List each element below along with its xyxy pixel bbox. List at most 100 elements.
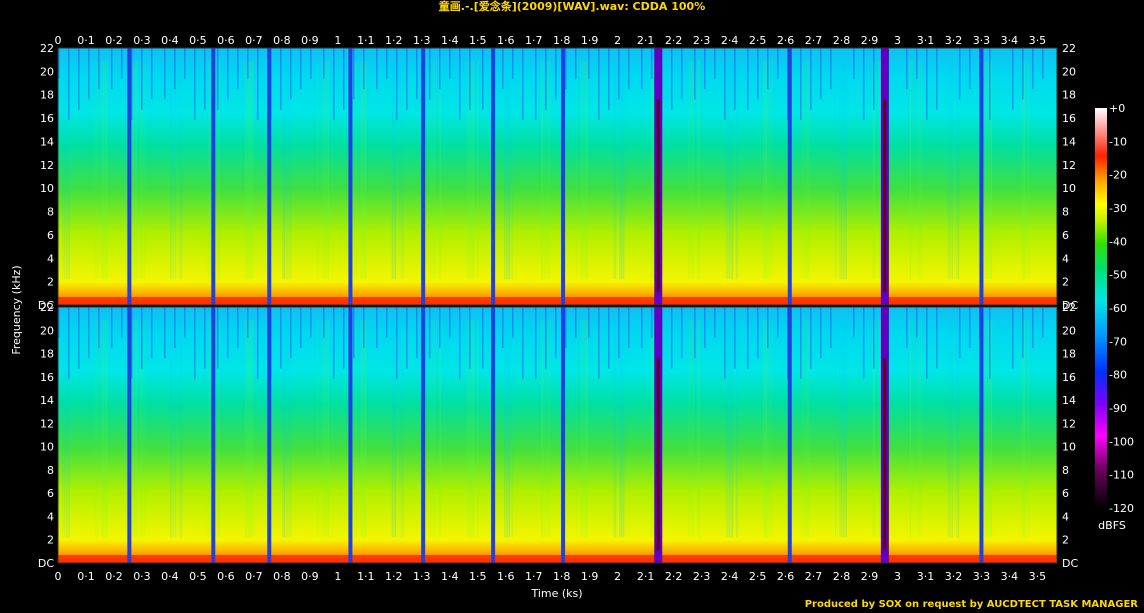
x-tick-label-bottom: 3·2 <box>945 570 963 583</box>
y-tick-label-left: DC <box>38 299 54 312</box>
x-tick-label-top: 3·4 <box>1001 34 1019 47</box>
x-tick-label-top: 0·4 <box>161 34 179 47</box>
y-tick-label-left: 6 <box>47 229 54 242</box>
x-tick-label-top: 1·3 <box>413 34 431 47</box>
x-tick-label-top: 1·6 <box>497 34 515 47</box>
y-tick-label-left: 20 <box>40 65 54 78</box>
x-tick-label-bottom: 1 <box>334 570 341 583</box>
x-tick-label-bottom: 1·3 <box>413 570 431 583</box>
x-tick-label-top: 0·3 <box>133 34 151 47</box>
y-tick-label-right: 22 <box>1062 301 1076 314</box>
x-tick-label-top: 1·7 <box>525 34 543 47</box>
y-tick-label-right: 18 <box>1062 89 1076 102</box>
x-tick-label-top: 0 <box>55 34 62 47</box>
colorbar-tick-label: -50 <box>1109 269 1127 282</box>
x-tick-label-bottom: 0·1 <box>77 570 95 583</box>
y-tick-label-left: 4 <box>47 510 54 523</box>
x-axis-label: Time (ks) <box>530 587 582 600</box>
x-tick-label-top: 1·4 <box>441 34 459 47</box>
colorbar-tick-label: -10 <box>1109 135 1127 148</box>
x-tick-label-bottom: 1·7 <box>525 570 543 583</box>
y-tick-label-right: 12 <box>1062 417 1076 430</box>
x-tick-label-top: 1·8 <box>553 34 571 47</box>
x-tick-label-bottom: 0·6 <box>217 570 235 583</box>
x-tick-label-bottom: 3·3 <box>973 570 991 583</box>
track-boundary <box>348 307 353 563</box>
x-tick-label-bottom: 1·4 <box>441 570 459 583</box>
x-tick-label-bottom: 1·9 <box>581 570 599 583</box>
x-tick-label-bottom: 0·7 <box>245 570 263 583</box>
x-tick-label-bottom: 1·6 <box>497 570 515 583</box>
track-boundary <box>267 48 272 305</box>
x-tick-label-top: 3 <box>894 34 901 47</box>
y-tick-label-left: 22 <box>40 301 54 314</box>
x-tick-label-top: 0·7 <box>245 34 263 47</box>
x-tick-label-bottom: 3·5 <box>1029 570 1047 583</box>
y-tick-label-left: 2 <box>47 534 54 547</box>
x-tick-label-bottom: 2 <box>614 570 621 583</box>
x-tick-label-bottom: 3·4 <box>1001 570 1019 583</box>
x-tick-label-top: 3·5 <box>1029 34 1047 47</box>
y-tick-label-right: 6 <box>1062 229 1069 242</box>
x-tick-label-bottom: 1·5 <box>469 570 487 583</box>
x-tick-label-top: 1·1 <box>357 34 375 47</box>
colorbar-tick-label: -20 <box>1109 169 1127 182</box>
track-boundary <box>787 307 792 563</box>
x-tick-label-top: 2·1 <box>637 34 655 47</box>
y-tick-label-left: 18 <box>40 89 54 102</box>
track-boundary <box>421 307 426 563</box>
x-tick-label-top: 1 <box>334 34 341 47</box>
y-tick-label-right: DC <box>1062 557 1078 570</box>
x-tick-label-bottom: 1·8 <box>553 570 571 583</box>
y-tick-label-left: 22 <box>40 42 54 55</box>
x-tick-label-bottom: 1·2 <box>385 570 403 583</box>
y-tick-label-right: 16 <box>1062 112 1076 125</box>
y-tick-label-right: 4 <box>1062 252 1069 265</box>
channel-2-panel <box>57 306 1058 564</box>
y-tick-label-left: 6 <box>47 487 54 500</box>
x-tick-label-bottom: 3 <box>894 570 901 583</box>
x-tick-label-top: 1·5 <box>469 34 487 47</box>
track-boundary <box>127 48 132 305</box>
track-boundary <box>421 48 426 305</box>
track-boundary <box>979 48 984 305</box>
x-tick-label-top: 1·2 <box>385 34 403 47</box>
colorbar-tick-label: -80 <box>1109 369 1127 382</box>
x-tick-label-bottom: 0·5 <box>189 570 207 583</box>
track-boundary <box>267 307 272 563</box>
low-frequency-band <box>58 555 1057 563</box>
y-tick-label-left: 12 <box>40 417 54 430</box>
track-boundary <box>491 48 496 305</box>
y-tick-label-right: 10 <box>1062 182 1076 195</box>
track-boundary <box>491 307 496 563</box>
x-tick-label-top: 2 <box>614 34 621 47</box>
y-tick-label-right: 20 <box>1062 324 1076 337</box>
x-tick-label-top: 3·3 <box>973 34 991 47</box>
y-tick-label-left: 8 <box>47 206 54 219</box>
track-boundary <box>127 307 132 563</box>
y-tick-label-right: 14 <box>1062 135 1076 148</box>
y-tick-label-right: 16 <box>1062 371 1076 384</box>
x-tick-label-top: 2·3 <box>693 34 711 47</box>
y-tick-label-right: 2 <box>1062 534 1069 547</box>
y-tick-label-left: 14 <box>40 135 54 148</box>
y-tick-label-left: 20 <box>40 324 54 337</box>
x-tick-label-bottom: 0·8 <box>273 570 291 583</box>
colorbar-tick-label: -60 <box>1109 302 1127 315</box>
colorbar-tick-label: +0 <box>1109 102 1125 115</box>
x-tick-label-top: 2·7 <box>805 34 823 47</box>
footer-credit: Produced by SOX on request by AUCDTECT T… <box>804 599 1138 610</box>
x-tick-label-bottom: 2·7 <box>805 570 823 583</box>
y-tick-label-right: 20 <box>1062 65 1076 78</box>
y-tick-label-right: DC <box>1062 299 1078 312</box>
y-tick-label-left: 10 <box>40 182 54 195</box>
x-tick-label-bottom: 2·4 <box>721 570 739 583</box>
y-tick-label-left: 12 <box>40 159 54 172</box>
x-tick-label-top: 0·1 <box>77 34 95 47</box>
x-tick-label-top: 2·4 <box>721 34 739 47</box>
x-tick-label-bottom: 2·3 <box>693 570 711 583</box>
track-boundary <box>561 48 566 305</box>
x-tick-label-bottom: 2·1 <box>637 570 655 583</box>
y-tick-label-right: 10 <box>1062 441 1076 454</box>
y-tick-label-right: 2 <box>1062 276 1069 289</box>
